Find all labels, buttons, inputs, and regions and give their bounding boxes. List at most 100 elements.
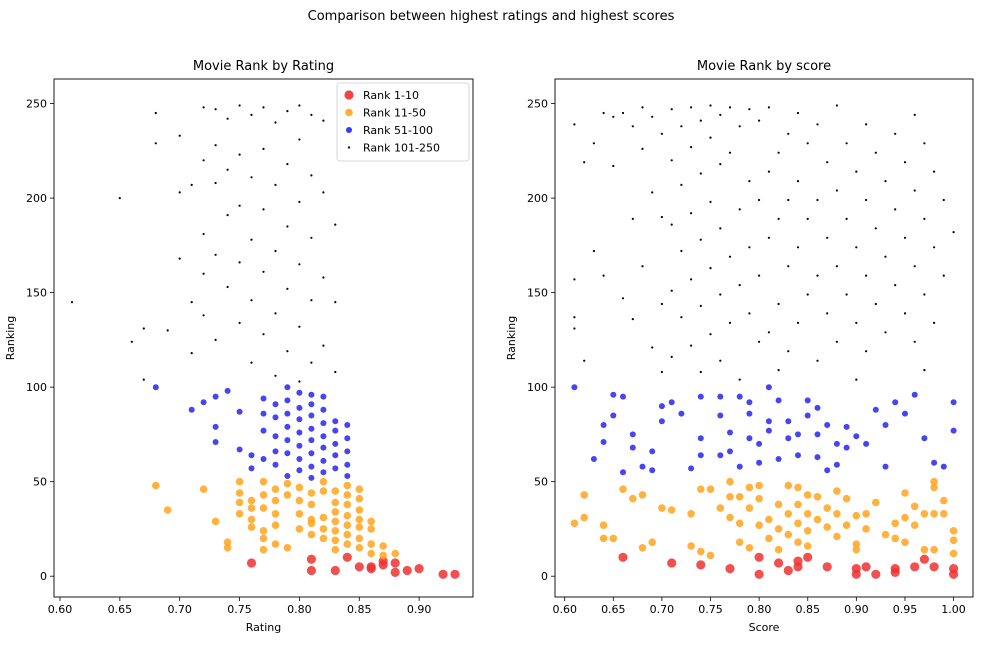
data-point bbox=[933, 170, 936, 173]
data-point bbox=[793, 556, 803, 566]
y-tick-label: 150 bbox=[527, 287, 548, 300]
data-point bbox=[284, 384, 291, 391]
data-point bbox=[211, 517, 220, 526]
data-point bbox=[274, 249, 277, 253]
data-point bbox=[320, 393, 327, 400]
legend-marker bbox=[347, 146, 351, 149]
data-point bbox=[826, 236, 829, 239]
data-point bbox=[865, 123, 868, 126]
data-point bbox=[765, 418, 772, 425]
data-point bbox=[940, 463, 947, 470]
data-point bbox=[690, 278, 693, 281]
data-point bbox=[214, 108, 217, 111]
data-point bbox=[803, 510, 812, 518]
data-point bbox=[262, 147, 265, 150]
data-point bbox=[748, 312, 751, 315]
data-point bbox=[202, 232, 205, 236]
data-point bbox=[727, 448, 733, 455]
data-point bbox=[238, 104, 241, 107]
legend-frame bbox=[336, 82, 470, 162]
data-point bbox=[286, 225, 289, 228]
data-point bbox=[728, 151, 732, 154]
data-point bbox=[865, 198, 868, 202]
data-point bbox=[745, 504, 754, 512]
data-point bbox=[787, 350, 790, 353]
data-point bbox=[214, 181, 217, 185]
data-point bbox=[777, 217, 780, 220]
data-point bbox=[260, 395, 267, 402]
data-point bbox=[881, 530, 890, 539]
data-point bbox=[322, 191, 325, 194]
data-point bbox=[331, 536, 340, 545]
x-tick-label: 0.60 bbox=[48, 603, 73, 616]
y-tick-label: 0 bbox=[40, 570, 47, 583]
data-point bbox=[795, 452, 801, 459]
series-rank-101-250 bbox=[70, 104, 337, 383]
data-point bbox=[319, 534, 328, 543]
data-point bbox=[414, 564, 424, 574]
data-point bbox=[823, 523, 831, 531]
y-tick-label: 200 bbox=[26, 192, 47, 205]
figure-suptitle: Comparison between highest ratings and h… bbox=[308, 9, 675, 24]
data-point bbox=[784, 481, 793, 490]
data-point bbox=[212, 439, 219, 445]
data-point bbox=[874, 302, 877, 306]
data-point bbox=[942, 274, 945, 277]
data-point bbox=[178, 257, 181, 260]
data-point bbox=[178, 191, 181, 194]
data-point bbox=[697, 393, 704, 400]
data-point bbox=[118, 197, 121, 200]
data-point bbox=[367, 540, 376, 548]
data-point bbox=[224, 387, 231, 394]
data-point bbox=[354, 562, 364, 572]
data-point bbox=[298, 138, 301, 141]
data-point bbox=[390, 558, 400, 568]
data-point bbox=[629, 494, 637, 503]
data-point bbox=[697, 485, 705, 494]
data-point bbox=[719, 293, 722, 296]
data-point bbox=[214, 338, 217, 341]
data-point bbox=[142, 327, 145, 330]
y-tick-label: 0 bbox=[541, 570, 548, 583]
data-point bbox=[814, 431, 821, 438]
data-point bbox=[913, 340, 916, 343]
data-point bbox=[320, 444, 327, 451]
data-point bbox=[274, 374, 277, 377]
data-point bbox=[765, 384, 772, 391]
data-point bbox=[806, 142, 809, 145]
data-point bbox=[319, 525, 328, 533]
data-point bbox=[690, 106, 693, 109]
data-point bbox=[272, 461, 279, 468]
data-point bbox=[343, 500, 352, 509]
data-point bbox=[767, 106, 771, 109]
legend: Rank 1-10 Rank 11-50 Rank 51-100 Rank 101-2… bbox=[336, 82, 470, 162]
data-point bbox=[641, 147, 644, 150]
series-rank-11-50 bbox=[570, 477, 958, 560]
axes-frame bbox=[53, 78, 474, 598]
data-point bbox=[882, 463, 889, 470]
data-point bbox=[754, 552, 764, 562]
data-point bbox=[307, 515, 316, 524]
data-point bbox=[343, 511, 352, 520]
data-point bbox=[641, 265, 644, 268]
scatter-points bbox=[70, 104, 460, 579]
data-point bbox=[298, 263, 301, 266]
data-point bbox=[298, 325, 301, 328]
data-point bbox=[235, 498, 244, 507]
data-point bbox=[286, 110, 289, 113]
data-point bbox=[746, 435, 753, 442]
data-point bbox=[699, 238, 702, 241]
data-point bbox=[378, 556, 388, 566]
data-point bbox=[716, 504, 725, 512]
data-point bbox=[816, 274, 819, 277]
data-point bbox=[296, 467, 303, 474]
data-point bbox=[735, 538, 744, 546]
data-point bbox=[284, 450, 291, 457]
data-point bbox=[226, 117, 229, 120]
data-point bbox=[920, 510, 929, 518]
data-point bbox=[933, 246, 936, 249]
data-point bbox=[717, 393, 724, 400]
data-point bbox=[342, 552, 352, 562]
data-point bbox=[726, 493, 734, 501]
legend-marker bbox=[344, 90, 354, 100]
